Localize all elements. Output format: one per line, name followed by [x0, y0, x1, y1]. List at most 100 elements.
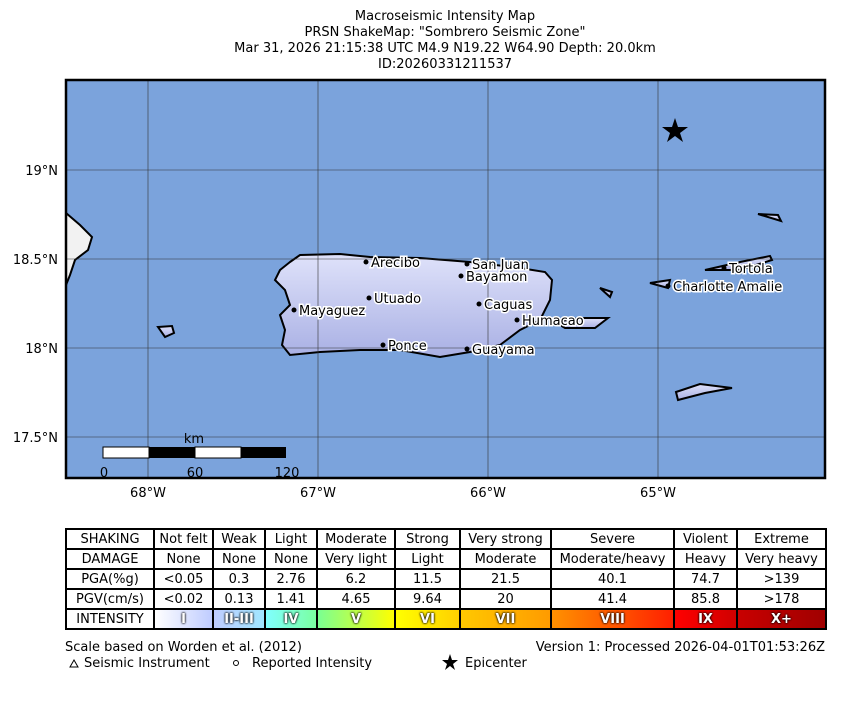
city-dot	[464, 261, 470, 267]
city-label: Bayamon	[466, 270, 527, 285]
lon-label: 66°W	[470, 486, 506, 501]
lat-label: 18.5°N	[13, 253, 58, 268]
city-dot	[363, 259, 369, 265]
city-label: Charlotte Amalie	[673, 280, 782, 295]
city-label: Ponce	[388, 339, 427, 354]
legend-cell: Not felt	[153, 528, 214, 550]
title: PRSN ShakeMap: "Sombrero Seismic Zone"	[304, 25, 585, 40]
legend-cell: 2.76	[264, 568, 318, 590]
legend-cell: Weak	[212, 528, 266, 550]
city-label: Arecibo	[371, 256, 420, 271]
lon-label: 65°W	[640, 486, 676, 501]
instrument-icon	[69, 658, 79, 668]
city-dot	[514, 317, 520, 323]
legend-cell: Severe	[550, 528, 675, 550]
lon-label: 68°W	[130, 486, 166, 501]
legend-row: INTENSITY I II-III IV V VI VII VIII IX X+	[65, 608, 827, 630]
legend-row: PGA(%g) <0.05 0.3 2.76 6.2 11.5 21.5 40.1 74.7 >1…	[65, 568, 827, 590]
city-label: Guayama	[472, 343, 535, 358]
legend-cell: 0.13	[212, 588, 266, 610]
legend-cell: 11.5	[394, 568, 461, 590]
legend-cell: Light	[394, 548, 461, 570]
legend-cell: PGA(%g)	[65, 568, 155, 590]
legend-cell: II-III	[212, 608, 266, 630]
intensity-legend: SHAKING Not felt Weak Light Moderate Strong Ve…	[65, 528, 827, 630]
legend-cell: 40.1	[550, 568, 675, 590]
legend-cell: Strong	[394, 528, 461, 550]
title: Macroseismic Intensity Map	[355, 9, 535, 24]
legend-cell: 0.3	[212, 568, 266, 590]
legend-cell: Very strong	[459, 528, 552, 550]
scale-bar: km 0 60 120	[100, 432, 300, 481]
legend-cell: 85.8	[673, 588, 738, 610]
legend-cell: DAMAGE	[65, 548, 155, 570]
scale-label: 120	[275, 466, 300, 481]
legend-cell: >178	[736, 588, 827, 610]
legend-row: SHAKING Not felt Weak Light Moderate Strong Ve…	[65, 528, 827, 550]
legend-cell: None	[264, 548, 318, 570]
epicenter-icon	[442, 654, 458, 670]
legend-cell: PGV(cm/s)	[65, 588, 155, 610]
legend-cell: Moderate	[316, 528, 396, 550]
legend-cell: None	[212, 548, 266, 570]
legend-row: PGV(cm/s) <0.02 0.13 1.41 4.65 9.64 20 41.4 85.8…	[65, 588, 827, 610]
city-dot	[464, 346, 470, 352]
legend-cell: 6.2	[316, 568, 396, 590]
legend-cell: V	[316, 608, 396, 630]
city-label: Humacao	[522, 314, 584, 329]
city-dot	[458, 273, 464, 279]
legend-cell: VII	[459, 608, 552, 630]
instrument-label: Seismic Instrument	[84, 656, 210, 671]
footer: Scale based on Worden et al. (2012) Vers…	[65, 640, 825, 671]
title: ID:20260331211537	[378, 57, 512, 72]
legend-cell: Light	[264, 528, 318, 550]
legend-cell: Extreme	[736, 528, 827, 550]
reported-icon	[233, 660, 239, 666]
legend-cell: SHAKING	[65, 528, 155, 550]
legend-cell: 1.41	[264, 588, 318, 610]
scale-label: 60	[187, 466, 204, 481]
legend-cell: None	[153, 548, 214, 570]
city-dot	[476, 301, 482, 307]
legend-cell: 74.7	[673, 568, 738, 590]
legend-cell: >139	[736, 568, 827, 590]
city-label: Caguas	[484, 298, 533, 313]
legend-cell: X+	[736, 608, 827, 630]
epicenter-star	[662, 118, 688, 142]
scale-unit: km	[184, 432, 204, 447]
legend-cell: 9.64	[394, 588, 461, 610]
legend-row: DAMAGE None None None Very light Light Moderat…	[65, 548, 827, 570]
city-label: Mayaguez	[299, 304, 365, 319]
reported-label: Reported Intensity	[252, 656, 372, 671]
lat-label: 17.5°N	[13, 431, 58, 446]
legend-cell: Heavy	[673, 548, 738, 570]
legend-cell: VI	[394, 608, 461, 630]
city-label: Tortola	[728, 262, 773, 277]
city-dot	[665, 283, 671, 289]
legend-cell: INTENSITY	[65, 608, 155, 630]
map-frame	[64, 78, 827, 480]
city-label: Utuado	[374, 292, 421, 307]
lon-label: 67°W	[300, 486, 336, 501]
epicenter-label: Epicenter	[465, 656, 528, 671]
graticule	[66, 80, 825, 478]
city-label: San Juan	[472, 258, 529, 273]
legend-cell: Moderate/heavy	[550, 548, 675, 570]
legend-cell: <0.02	[153, 588, 214, 610]
header: Macroseismic Intensity Map PRSN ShakeMap…	[234, 9, 656, 72]
city-dot	[721, 265, 727, 271]
legend-cell: Moderate	[459, 548, 552, 570]
lat-label: 19°N	[25, 164, 58, 179]
legend-cell: 20	[459, 588, 552, 610]
legend-cell: Very heavy	[736, 548, 827, 570]
title: Mar 31, 2026 21:15:38 UTC M4.9 N19.22 W6…	[234, 41, 656, 56]
scale-note: Scale based on Worden et al. (2012)	[65, 640, 302, 655]
land	[65, 210, 783, 402]
legend-cell: 4.65	[316, 588, 396, 610]
legend-cell: VIII	[550, 608, 675, 630]
legend-cell: 41.4	[550, 588, 675, 610]
city-dot	[366, 295, 372, 301]
legend-cell: I	[153, 608, 214, 630]
